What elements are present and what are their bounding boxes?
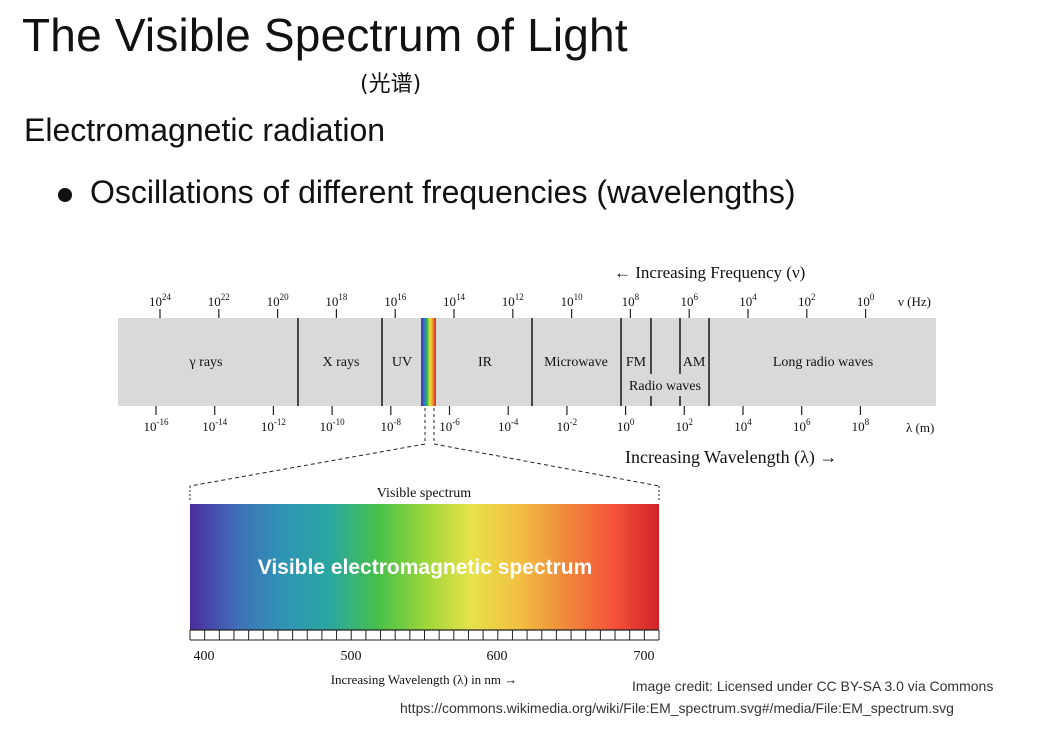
- bullet-icon: [58, 188, 72, 202]
- band-label-uv: UV: [392, 355, 412, 370]
- frequency-tick-label: 100: [857, 292, 875, 309]
- nm-tick-label: 700: [634, 649, 655, 664]
- wavelength-tick-label: 10-8: [381, 417, 402, 434]
- frequency-tick-label: 1024: [149, 292, 172, 309]
- frequency-tick-label: 1020: [267, 292, 290, 309]
- band-label-am: AM: [683, 355, 706, 370]
- frequency-tick-label: 104: [739, 292, 757, 309]
- frequency-tick-label: 108: [622, 292, 640, 309]
- wavelength-tick-label: 10-16: [144, 417, 169, 434]
- wavelength-axis: 10-16 10-14 10-12 10-10 10-8 10-6 10-4 10-2 100 1…: [144, 406, 870, 434]
- wavelength-tick-label: 10-4: [498, 417, 519, 434]
- nm-tick-label: 400: [194, 649, 215, 664]
- nm-tick-label: 500: [341, 649, 362, 664]
- band-label-ir: IR: [478, 355, 493, 370]
- wavelength-tick-label: 10-6: [439, 417, 460, 434]
- frequency-unit: ν (Hz): [898, 294, 931, 309]
- wavelength-tick-label: 100: [617, 417, 635, 434]
- wavelength-tick-label: 10-10: [320, 417, 345, 434]
- wavelength-tick-label: 10-14: [202, 417, 227, 434]
- nm-ruler: [189, 629, 660, 641]
- nm-tick-label: 600: [487, 649, 508, 664]
- visible-band: [421, 318, 436, 406]
- band-label-radio: Radio waves: [629, 379, 701, 394]
- wavelength-arrow-label: Increasing Wavelength (λ) →: [625, 447, 837, 468]
- frequency-arrow-label: ← Increasing Frequency (ν): [614, 263, 805, 282]
- frequency-tick-label: 1016: [384, 292, 407, 309]
- wavelength-tick-label: 104: [734, 417, 752, 434]
- wavelength-tick-label: 10-2: [557, 417, 578, 434]
- band-label-gamma: γ rays: [188, 355, 222, 370]
- projection-line: [189, 443, 426, 487]
- wavelength-tick-label: 10-12: [261, 417, 286, 434]
- band-label-microwave: Microwave: [544, 355, 608, 370]
- visible-overlay-text: Visible electromagnetic spectrum: [258, 556, 593, 579]
- wavelength-tick-label: 108: [852, 417, 870, 434]
- image-credit: Image credit: Licensed under CC BY-SA 3.…: [632, 678, 994, 694]
- wavelength-tick-label: 106: [793, 417, 811, 434]
- frequency-tick-label: 1010: [561, 292, 584, 309]
- spectrum-bar: [118, 318, 936, 406]
- band-label-long-radio: Long radio waves: [773, 355, 873, 370]
- band-label-xray: X rays: [323, 355, 360, 370]
- section-heading: Electromagnetic radiation: [24, 112, 386, 148]
- slide-subtitle: (光谱): [360, 72, 422, 97]
- projection-line: [433, 443, 660, 487]
- wavelength-unit: λ (m): [906, 420, 934, 435]
- visible-caption: Visible spectrum: [377, 486, 472, 501]
- visible-spectrum-bar: [190, 504, 659, 630]
- bullet-item: Oscillations of different frequencies (w…: [90, 174, 796, 210]
- wavelength-tick-label: 102: [676, 417, 694, 434]
- frequency-tick-label: 1022: [208, 292, 230, 309]
- frequency-axis: 1024 1022 1020 1018 1016 1014 1012 1010 108 106 10…: [149, 292, 875, 318]
- frequency-tick-label: 102: [798, 292, 816, 309]
- image-credit-url[interactable]: https://commons.wikimedia.org/wiki/File:…: [400, 700, 954, 716]
- frequency-tick-label: 1012: [502, 292, 524, 309]
- frequency-tick-label: 106: [680, 292, 698, 309]
- band-label-fm: FM: [626, 355, 647, 370]
- slide-title: The Visible Spectrum of Light: [22, 9, 628, 61]
- frequency-tick-label: 1018: [325, 292, 348, 309]
- nm-axis-label: Increasing Wavelength (λ) in nm →: [331, 672, 518, 687]
- frequency-tick-label: 1014: [443, 292, 466, 309]
